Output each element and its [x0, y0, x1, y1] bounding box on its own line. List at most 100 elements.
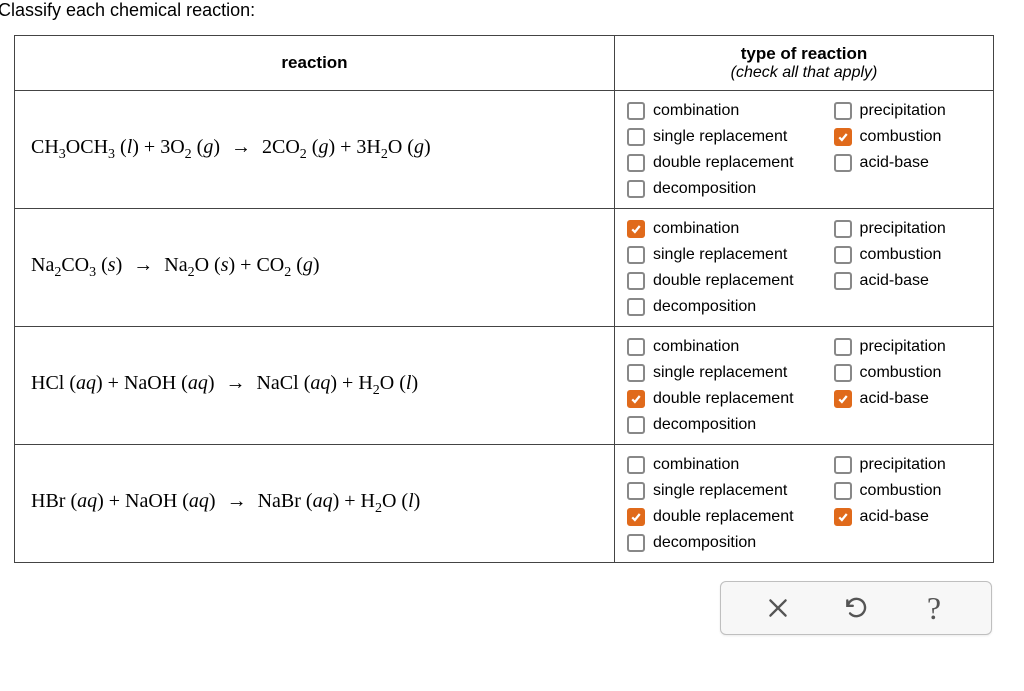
- option-single_replacement[interactable]: single replacement: [627, 245, 794, 265]
- option-label: acid-base: [860, 271, 929, 291]
- option-precipitation[interactable]: precipitation: [834, 101, 946, 121]
- reset-button[interactable]: [836, 588, 876, 628]
- option-label: decomposition: [653, 533, 756, 553]
- clear-button[interactable]: [758, 588, 798, 628]
- option-label: combination: [653, 455, 739, 475]
- reaction-equation: Na2CO3 (s) → Na2O (s) + CO2 (g): [15, 209, 615, 327]
- option-label: combination: [653, 101, 739, 121]
- help-button[interactable]: ?: [914, 588, 954, 628]
- checkbox-combustion[interactable]: [834, 364, 852, 382]
- option-combination[interactable]: combination: [627, 219, 794, 239]
- checkbox-combination[interactable]: [627, 220, 645, 238]
- checkbox-combustion[interactable]: [834, 482, 852, 500]
- reaction-equation: HBr (aq) + NaOH (aq) → NaBr (aq) + H2O (…: [15, 445, 615, 563]
- checkbox-single_replacement[interactable]: [627, 128, 645, 146]
- option-acid_base[interactable]: acid-base: [834, 389, 946, 409]
- option-single_replacement[interactable]: single replacement: [627, 363, 794, 383]
- option-label: combustion: [860, 127, 942, 147]
- option-label: combustion: [860, 481, 942, 501]
- option-single_replacement[interactable]: single replacement: [627, 481, 794, 501]
- header-reaction: reaction: [15, 36, 615, 91]
- option-decomposition[interactable]: decomposition: [627, 415, 794, 435]
- option-decomposition[interactable]: decomposition: [627, 297, 794, 317]
- option-combustion[interactable]: combustion: [834, 481, 946, 501]
- prompt-text: Classify each chemical reaction:: [0, 0, 1008, 35]
- option-label: decomposition: [653, 415, 756, 435]
- option-precipitation[interactable]: precipitation: [834, 455, 946, 475]
- checkbox-double_replacement[interactable]: [627, 272, 645, 290]
- checkbox-precipitation[interactable]: [834, 338, 852, 356]
- reaction-equation: CH3OCH3 (l) + 3O2 (g) → 2CO2 (g) + 3H2O …: [15, 91, 615, 209]
- option-precipitation[interactable]: precipitation: [834, 219, 946, 239]
- checkbox-decomposition[interactable]: [627, 180, 645, 198]
- checkbox-acid_base[interactable]: [834, 272, 852, 290]
- checkbox-double_replacement[interactable]: [627, 390, 645, 408]
- option-label: double replacement: [653, 153, 794, 173]
- options-cell: combination single replacement double repl…: [615, 327, 994, 445]
- option-label: decomposition: [653, 297, 756, 317]
- checkbox-combination[interactable]: [627, 338, 645, 356]
- option-label: single replacement: [653, 363, 787, 383]
- option-combination[interactable]: combination: [627, 455, 794, 475]
- option-label: precipitation: [860, 101, 946, 121]
- option-label: precipitation: [860, 219, 946, 239]
- checkbox-precipitation[interactable]: [834, 220, 852, 238]
- option-label: single replacement: [653, 127, 787, 147]
- option-label: combustion: [860, 363, 942, 383]
- option-label: precipitation: [860, 337, 946, 357]
- option-acid_base[interactable]: acid-base: [834, 153, 946, 173]
- checkbox-combination[interactable]: [627, 102, 645, 120]
- checkbox-acid_base[interactable]: [834, 154, 852, 172]
- options-cell: combination single replacement double repl…: [615, 209, 994, 327]
- checkbox-combination[interactable]: [627, 456, 645, 474]
- option-decomposition[interactable]: decomposition: [627, 533, 794, 553]
- option-label: combination: [653, 337, 739, 357]
- option-label: double replacement: [653, 507, 794, 527]
- option-decomposition[interactable]: decomposition: [627, 179, 794, 199]
- option-precipitation[interactable]: precipitation: [834, 337, 946, 357]
- option-single_replacement[interactable]: single replacement: [627, 127, 794, 147]
- checkbox-decomposition[interactable]: [627, 534, 645, 552]
- checkbox-acid_base[interactable]: [834, 390, 852, 408]
- option-label: single replacement: [653, 481, 787, 501]
- header-type-sub: (check all that apply): [621, 64, 987, 82]
- header-type: type of reaction (check all that apply): [615, 36, 994, 91]
- option-acid_base[interactable]: acid-base: [834, 271, 946, 291]
- checkbox-combustion[interactable]: [834, 246, 852, 264]
- reaction-table: reaction type of reaction (check all tha…: [14, 35, 994, 563]
- checkbox-single_replacement[interactable]: [627, 246, 645, 264]
- checkbox-decomposition[interactable]: [627, 298, 645, 316]
- header-type-title: type of reaction: [621, 44, 987, 64]
- option-acid_base[interactable]: acid-base: [834, 507, 946, 527]
- checkbox-combustion[interactable]: [834, 128, 852, 146]
- checkbox-precipitation[interactable]: [834, 102, 852, 120]
- option-combustion[interactable]: combustion: [834, 363, 946, 383]
- option-combination[interactable]: combination: [627, 101, 794, 121]
- checkbox-single_replacement[interactable]: [627, 482, 645, 500]
- option-combustion[interactable]: combustion: [834, 245, 946, 265]
- option-combustion[interactable]: combustion: [834, 127, 946, 147]
- option-label: acid-base: [860, 507, 929, 527]
- reaction-equation: HCl (aq) + NaOH (aq) → NaCl (aq) + H2O (…: [15, 327, 615, 445]
- checkbox-double_replacement[interactable]: [627, 508, 645, 526]
- table-row: CH3OCH3 (l) + 3O2 (g) → 2CO2 (g) + 3H2O …: [15, 91, 994, 209]
- option-label: precipitation: [860, 455, 946, 475]
- option-double_replacement[interactable]: double replacement: [627, 389, 794, 409]
- checkbox-precipitation[interactable]: [834, 456, 852, 474]
- option-double_replacement[interactable]: double replacement: [627, 153, 794, 173]
- option-label: acid-base: [860, 389, 929, 409]
- option-label: double replacement: [653, 389, 794, 409]
- option-label: combustion: [860, 245, 942, 265]
- action-toolbar: ?: [720, 581, 992, 635]
- option-label: acid-base: [860, 153, 929, 173]
- close-icon: [765, 595, 791, 621]
- checkbox-decomposition[interactable]: [627, 416, 645, 434]
- options-cell: combination single replacement double repl…: [615, 91, 994, 209]
- option-combination[interactable]: combination: [627, 337, 794, 357]
- checkbox-acid_base[interactable]: [834, 508, 852, 526]
- checkbox-double_replacement[interactable]: [627, 154, 645, 172]
- option-label: double replacement: [653, 271, 794, 291]
- checkbox-single_replacement[interactable]: [627, 364, 645, 382]
- option-double_replacement[interactable]: double replacement: [627, 507, 794, 527]
- option-double_replacement[interactable]: double replacement: [627, 271, 794, 291]
